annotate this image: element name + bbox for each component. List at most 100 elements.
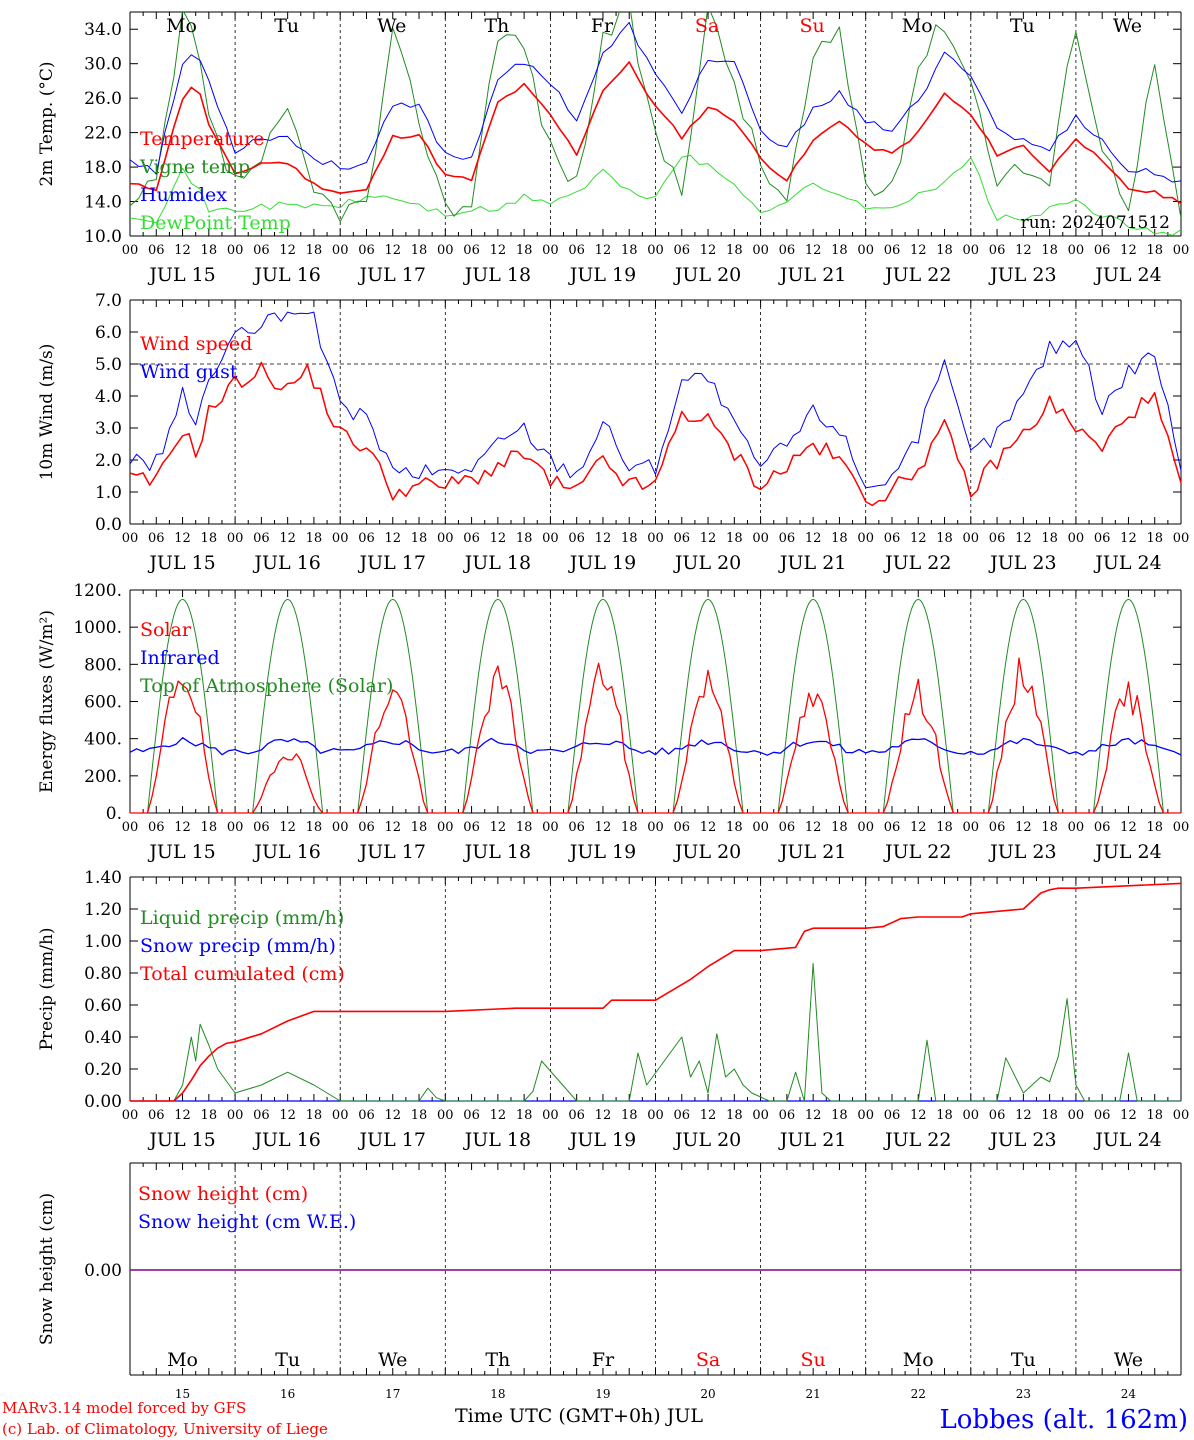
date-label: JUL 20	[673, 841, 741, 863]
hour-tick-label: 18	[516, 531, 533, 546]
hour-tick-label: 00	[227, 820, 244, 835]
hour-tick-label: 12	[805, 531, 822, 546]
y-tick-label: 2.0	[95, 451, 122, 471]
hour-tick-label: 18	[411, 820, 428, 835]
hour-tick-label: 06	[358, 1108, 375, 1123]
hour-tick-label: 12	[384, 243, 401, 258]
y-tick-label: 600.	[84, 693, 122, 713]
hour-tick-label: 06	[358, 531, 375, 546]
hour-tick-label: 18	[516, 243, 533, 258]
hour-tick-label: 06	[779, 531, 796, 546]
hour-tick-label: 18	[306, 820, 323, 835]
hour-tick-label: 00	[437, 531, 454, 546]
date-label: JUL 21	[778, 552, 846, 574]
hour-tick-label: 00	[647, 531, 664, 546]
y-tick-label: 1.00	[84, 932, 122, 952]
hour-tick-label: 00	[122, 243, 139, 258]
date-label: JUL 19	[568, 1129, 636, 1151]
hour-tick-label: 00	[332, 531, 349, 546]
hour-tick-label: 06	[989, 820, 1006, 835]
hour-tick-label: 00	[963, 820, 980, 835]
hour-tick-label: 12	[1120, 1108, 1137, 1123]
y-tick-label: 0.20	[84, 1060, 122, 1080]
hour-tick-label: 06	[1094, 243, 1111, 258]
hour-tick-label: 12	[174, 820, 191, 835]
date-label: JUL 24	[1093, 552, 1161, 574]
hour-tick-label: 12	[1120, 820, 1137, 835]
weekday-label: Tu	[1011, 1349, 1036, 1371]
date-label: JUL 15	[147, 1129, 215, 1151]
hour-tick-label: 18	[726, 1108, 743, 1123]
weekday-label: Th	[485, 1349, 510, 1371]
hour-tick-label: 12	[805, 243, 822, 258]
hour-tick-label: 06	[779, 243, 796, 258]
hour-tick-label: 06	[674, 820, 691, 835]
y-tick-label: 34.0	[84, 20, 122, 40]
y-tick-label: 0.60	[84, 996, 122, 1016]
hour-tick-label: 06	[148, 243, 165, 258]
hour-tick-label: 06	[989, 1108, 1006, 1123]
hour-tick-label: 12	[279, 243, 296, 258]
hour-tick-label: 00	[437, 820, 454, 835]
date-label: JUL 23	[988, 841, 1056, 863]
hour-tick-label: 06	[463, 531, 480, 546]
y-tick-label: 22.0	[84, 124, 122, 144]
date-label: JUL 17	[358, 552, 426, 574]
day-number-label: 15	[175, 1387, 190, 1401]
date-label: JUL 23	[988, 552, 1056, 574]
weekday-label: Sa	[696, 1349, 720, 1371]
panel-3: 0. 200. 400. 600. 800. 1000. 1200. Energy fluxe…	[37, 581, 1189, 863]
hour-tick-label: 06	[884, 820, 901, 835]
lab-credit-line: (c) Lab. of Climatology, University of L…	[2, 1420, 328, 1438]
station-label: Lobbes (alt. 162m)	[939, 1405, 1188, 1435]
series-line-wind-speed	[129, 361, 1182, 507]
weekday-label: Su	[800, 15, 825, 37]
hour-tick-label: 12	[490, 820, 507, 835]
weekday-label: Mo	[167, 1349, 198, 1371]
hour-tick-label: 18	[516, 1108, 533, 1123]
hour-tick-label: 06	[1094, 531, 1111, 546]
date-label: JUL 22	[883, 1129, 951, 1151]
legend-entry: Snow height (cm W.E.)	[138, 1211, 356, 1233]
hour-tick-label: 12	[910, 243, 927, 258]
hour-tick-label: 12	[490, 531, 507, 546]
y-axis-label: Energy fluxes (W/m²)	[37, 610, 57, 793]
hour-tick-label: 18	[201, 243, 218, 258]
date-label: JUL 18	[463, 841, 531, 863]
hour-tick-label: 12	[700, 243, 717, 258]
hour-tick-label: 18	[726, 820, 743, 835]
y-tick-label: 0.	[106, 804, 122, 824]
y-tick-label: 30.0	[84, 55, 122, 75]
weekday-label: Tu	[1010, 15, 1035, 37]
date-label: JUL 18	[463, 552, 531, 574]
hour-tick-label: 18	[621, 531, 638, 546]
hour-tick-label: 12	[384, 820, 401, 835]
hour-tick-label: 00	[542, 820, 559, 835]
panel-2: 0.0 1.0 2.0 3.0 4.0 5.0 6.0 7.0 10m Wind (m/s) 00…	[37, 291, 1189, 574]
hour-tick-label: 18	[936, 1108, 953, 1123]
date-label: JUL 24	[1093, 264, 1161, 286]
hour-tick-label: 18	[831, 531, 848, 546]
weekday-label: Tu	[275, 1349, 300, 1371]
hour-tick-label: 18	[936, 820, 953, 835]
hour-tick-label: 00	[122, 1108, 139, 1123]
model-credit-line: MARv3.14 model forced by GFS	[2, 1399, 246, 1417]
date-label: JUL 17	[358, 264, 426, 286]
hour-tick-label: 18	[201, 1108, 218, 1123]
y-tick-label: 26.0	[84, 89, 122, 109]
date-label: JUL 16	[252, 1129, 320, 1151]
hour-tick-label: 12	[174, 531, 191, 546]
date-label: JUL 20	[673, 552, 741, 574]
date-label: JUL 17	[358, 841, 426, 863]
date-label: JUL 23	[988, 1129, 1056, 1151]
date-label: JUL 19	[568, 552, 636, 574]
hour-tick-label: 00	[227, 531, 244, 546]
hour-tick-label: 06	[358, 820, 375, 835]
y-tick-label: 14.0	[84, 193, 122, 213]
hour-tick-label: 00	[963, 531, 980, 546]
hour-tick-label: 12	[279, 1108, 296, 1123]
hour-tick-label: 00	[542, 1108, 559, 1123]
hour-tick-label: 12	[1015, 243, 1032, 258]
hour-tick-label: 00	[752, 1108, 769, 1123]
